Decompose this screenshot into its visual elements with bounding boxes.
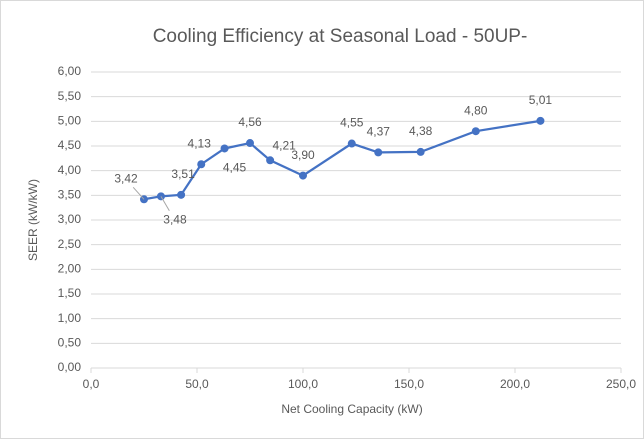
y-axis-label: SEER (kW/kW)	[26, 179, 40, 261]
data-label: 4,56	[238, 115, 262, 129]
x-tick-label: 150,0	[394, 377, 424, 391]
x-tick-label: 0,0	[83, 377, 100, 391]
marker	[416, 147, 425, 156]
y-tick-label: 3,00	[58, 212, 82, 226]
marker	[246, 139, 254, 148]
y-tick-label: 0,00	[58, 360, 82, 374]
y-tick-label: 5,00	[58, 114, 82, 128]
y-tick-label: 1,00	[58, 311, 82, 325]
data-label: 3,51	[171, 167, 195, 181]
x-tick-label: 50,0	[185, 377, 209, 391]
y-tick-label: 2,00	[58, 262, 82, 276]
y-tick-label: 0,50	[58, 336, 82, 350]
data-label: 4,45	[223, 161, 247, 175]
data-label: 3,42	[114, 171, 138, 185]
marker	[266, 156, 275, 165]
y-tick-label: 4,00	[58, 163, 82, 177]
data-label: 4,13	[188, 136, 212, 150]
data-label: 4,21	[272, 138, 296, 152]
data-label: 4,55	[340, 116, 364, 130]
leader-line	[160, 196, 170, 211]
y-tick-label: 5,50	[58, 89, 82, 103]
data-label: 4,38	[409, 124, 433, 138]
marker	[347, 139, 356, 148]
marker	[471, 127, 480, 136]
y-tick-label: 3,50	[58, 188, 82, 202]
marker	[374, 148, 383, 157]
data-label: 3,90	[291, 148, 315, 162]
y-tick-label: 1,50	[58, 286, 82, 300]
data-label: 4,80	[464, 103, 488, 117]
x-axis-label: Net Cooling Capacity (kW)	[281, 402, 422, 416]
y-tick-label: 6,00	[58, 64, 82, 78]
y-tick-label: 4,50	[58, 138, 82, 152]
x-tick-label: 250,0	[606, 377, 636, 391]
marker	[197, 160, 206, 169]
y-tick-label: 2,50	[58, 237, 82, 251]
data-label: 4,37	[367, 125, 391, 139]
leader-line	[132, 186, 145, 200]
x-tick-label: 100,0	[288, 377, 318, 391]
chart-title: Cooling Efficiency at Seasonal Load - 50…	[153, 26, 528, 47]
data-label: 3,48	[163, 212, 187, 226]
x-tick-label: 200,0	[500, 377, 530, 391]
marker	[220, 144, 229, 153]
marker	[177, 190, 186, 199]
marker	[536, 116, 545, 125]
marker	[299, 171, 307, 180]
data-label: 5,01	[529, 93, 553, 107]
